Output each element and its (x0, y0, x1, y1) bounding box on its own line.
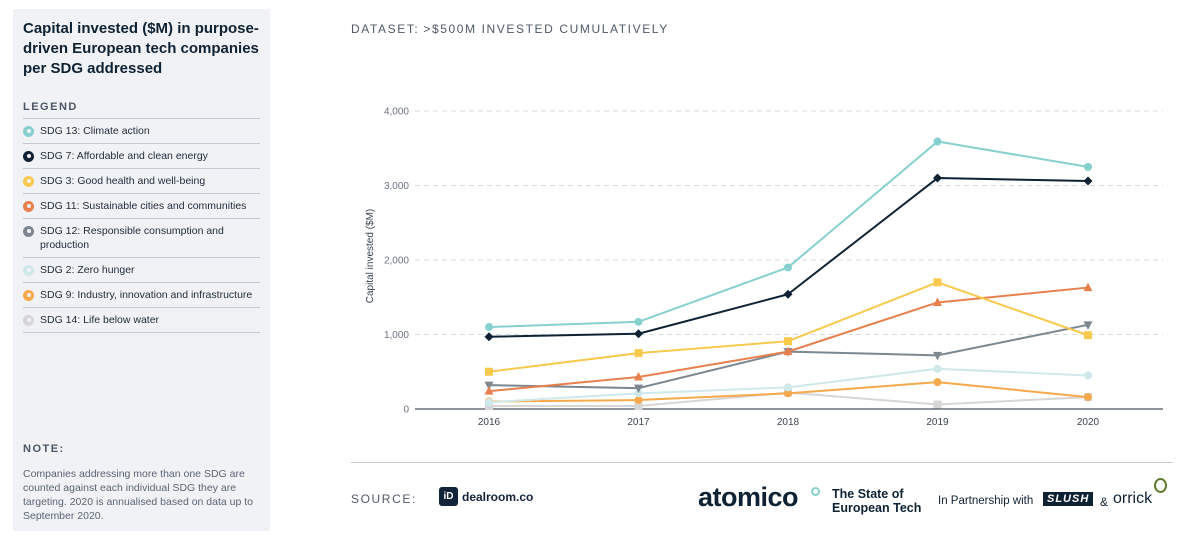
data-point (1083, 176, 1093, 186)
data-point (634, 384, 643, 394)
legend-item: SDG 9: Industry, innovation and infrastr… (23, 283, 260, 308)
x-tick-label: 2016 (478, 417, 501, 428)
legend-label: SDG 9: Industry, innovation and infrastr… (40, 289, 253, 301)
data-point (933, 173, 942, 183)
data-point (1084, 371, 1092, 380)
dealroom-icon: iD (439, 487, 458, 506)
legend-item: SDG 12: Responsible consumption and prod… (23, 219, 260, 258)
data-point (634, 402, 643, 411)
data-point (484, 381, 494, 391)
legend-item: SDG 11: Sustainable cities and communiti… (23, 194, 260, 219)
data-point (485, 398, 493, 407)
data-point (634, 329, 643, 339)
data-point (783, 346, 793, 356)
data-point (784, 337, 792, 346)
note-text: Companies addressing more than one SDG a… (23, 468, 254, 522)
orrick-leaf-icon (1154, 478, 1167, 493)
legend-item: SDG 3: Good health and well-being (23, 169, 260, 194)
dataset-label: DATASET: >$500M INVESTED CUMULATIVELY (351, 22, 669, 36)
dealroom-name: dealroom.co (462, 489, 534, 504)
legend-label: SDG 11: Sustainable cities and communiti… (40, 200, 247, 212)
y-tick-label: 0 (403, 405, 409, 416)
chart-title: Capital invested ($M) in purpose-driven … (23, 20, 259, 77)
legend-label: SDG 2: Zero hunger (40, 264, 135, 276)
partnership-label: In Partnership with (938, 495, 1034, 507)
legend-swatch-icon (23, 314, 34, 326)
legend-heading: LEGEND (23, 101, 260, 119)
data-point (783, 289, 793, 299)
data-point (485, 323, 493, 332)
legend-swatch-icon (23, 175, 34, 187)
legend-swatch-icon (23, 150, 34, 162)
x-tick-label: 2017 (627, 417, 650, 428)
data-point (784, 383, 792, 392)
data-point (634, 371, 643, 381)
y-tick-label: 3,000 (384, 181, 409, 192)
legend-label: SDG 14: Life below water (40, 314, 160, 326)
data-point (1083, 282, 1093, 292)
data-point (1084, 393, 1092, 402)
legend-swatch-icon (23, 225, 34, 237)
legend-item: SDG 14: Life below water (23, 308, 260, 333)
legend-item: SDG 2: Zero hunger (23, 258, 260, 283)
y-axis-label: Capital invested ($M) (365, 209, 376, 303)
data-point (1083, 321, 1093, 330)
legend-label: SDG 3: Good health and well-being (40, 175, 206, 187)
data-point (933, 378, 942, 387)
ampersand: & (1100, 495, 1109, 509)
report-title-line1: The State of (832, 487, 904, 501)
data-point (933, 137, 942, 146)
atomico-dot-icon (811, 487, 820, 496)
sidebar-panel: Capital invested ($M) in purpose-driven … (13, 9, 270, 531)
footer-divider (351, 462, 1173, 463)
data-point (634, 317, 643, 326)
data-point (784, 263, 792, 272)
data-point (484, 386, 494, 395)
legend-swatch-icon (23, 125, 34, 137)
legend-list: SDG 13: Climate action SDG 7: Affordable … (23, 119, 260, 333)
data-point (933, 278, 942, 287)
report-title-line2: European Tech (832, 501, 922, 515)
x-tick-label: 2018 (777, 417, 800, 428)
legend-label: SDG 7: Affordable and clean energy (40, 150, 208, 162)
note-heading: NOTE: (23, 443, 65, 455)
series-line (488, 140, 1089, 329)
data-point (933, 297, 942, 306)
dealroom-logo: iD dealroom.co (439, 487, 533, 506)
slush-logo: SLUSH (1043, 492, 1094, 506)
data-point (634, 389, 643, 398)
data-point (485, 367, 493, 376)
legend-label: SDG 12: Responsible consumption and prod… (40, 225, 224, 251)
atomico-logo: atomico (698, 482, 799, 512)
data-point (484, 332, 494, 342)
y-tick-label: 4,000 (384, 107, 409, 118)
data-point (933, 351, 942, 361)
source-label: SOURCE: (351, 492, 417, 506)
x-tick-label: 2019 (926, 417, 949, 428)
orrick-logo: orrick (1113, 490, 1153, 507)
series-line (488, 177, 1089, 338)
report-title: The State of European Tech (832, 487, 921, 515)
legend-label: SDG 13: Climate action (40, 125, 150, 137)
legend-swatch-icon (23, 264, 34, 276)
dataset-label-value: >$500M INVESTED CUMULATIVELY (423, 22, 669, 36)
y-tick-label: 2,000 (384, 256, 409, 267)
data-point (634, 349, 643, 358)
legend-item: SDG 13: Climate action (23, 119, 260, 144)
legend-item: SDG 7: Affordable and clean energy (23, 144, 260, 169)
dataset-label-prefix: DATASET: (351, 22, 420, 36)
x-tick-label: 2020 (1077, 417, 1100, 428)
data-point (784, 389, 792, 398)
data-point (634, 396, 643, 405)
data-point (933, 364, 942, 373)
data-point (1084, 331, 1092, 340)
data-point (1084, 162, 1092, 171)
data-point (933, 400, 942, 409)
legend-swatch-icon (23, 200, 34, 212)
y-tick-label: 1,000 (384, 330, 409, 341)
legend-swatch-icon (23, 289, 34, 301)
